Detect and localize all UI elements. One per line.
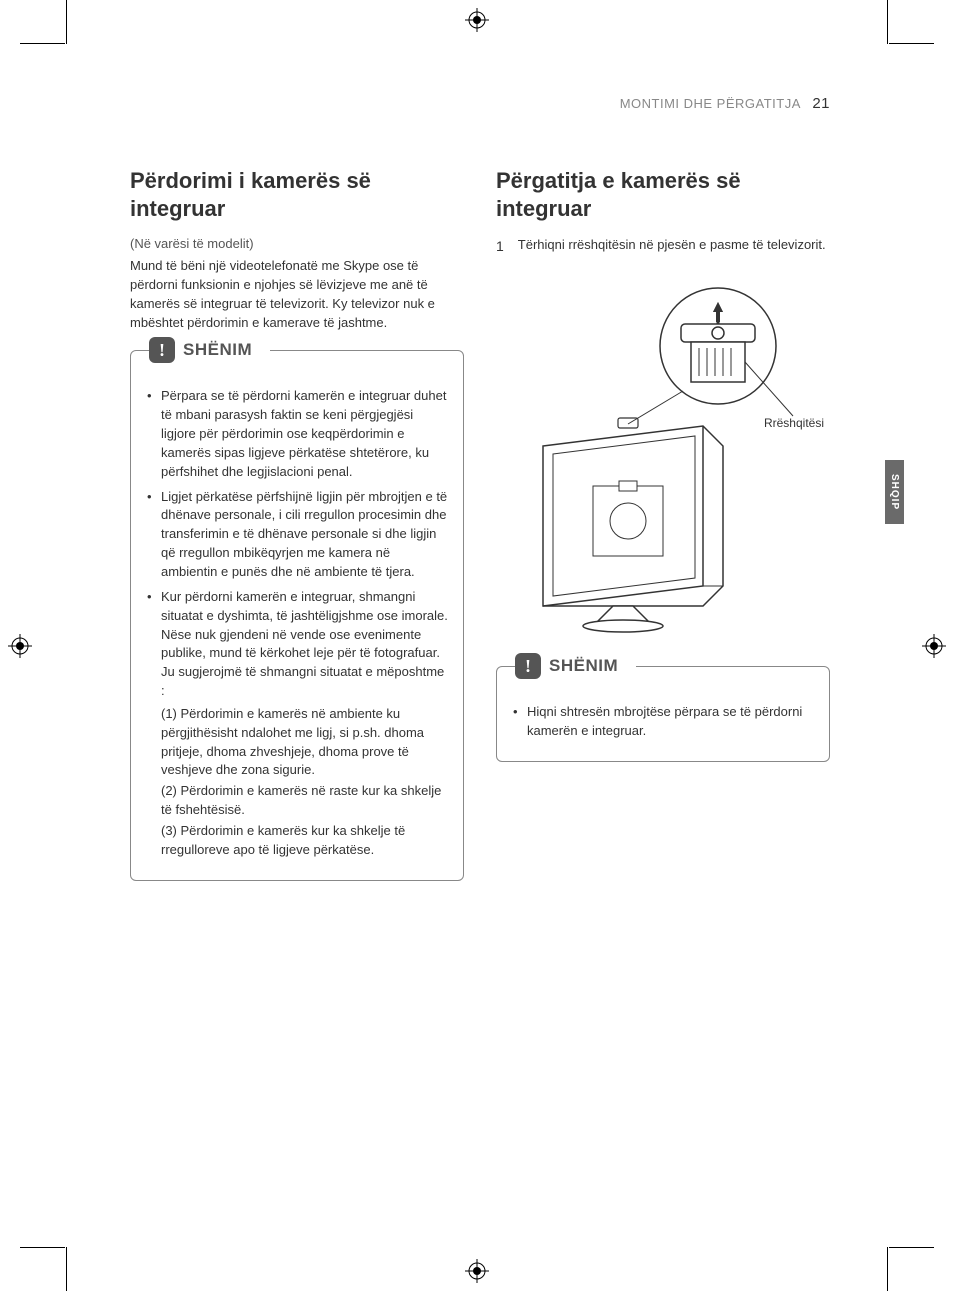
note-title: SHËNIM — [549, 654, 628, 679]
diagram-slider-label: Rrëshqitësi — [764, 416, 824, 430]
note-bullet: Ligjet përkatëse përfshijnë ligjin për m… — [145, 488, 449, 582]
step-text: Tërhiqni rrëshqitësin në pjesën e pasme … — [518, 236, 826, 256]
crop-mark — [66, 1247, 67, 1291]
crop-mark — [887, 0, 888, 44]
note-subitem: (2) Përdorimin e kamerës në raste kur ka… — [161, 782, 449, 820]
note-box-left: ! SHËNIM Përpara se të përdorni kamerën … — [130, 350, 464, 880]
note-title: SHËNIM — [183, 338, 262, 363]
note-bullet: Kur përdorni kamerën e integruar, shmang… — [145, 588, 449, 860]
model-dependency-note: (Në varësi të modelit) — [130, 236, 464, 251]
registration-mark-icon — [8, 634, 32, 658]
left-intro-paragraph: Mund të bëni një videotelefonatë me Skyp… — [130, 257, 464, 332]
page-number: 21 — [812, 95, 830, 112]
crop-mark — [66, 0, 67, 44]
registration-mark-icon — [465, 1259, 489, 1283]
step-1: 1 Tërhiqni rrëshqitësin në pjesën e pasm… — [496, 236, 830, 256]
note-subitem: (1) Përdorimin e kamerës në ambiente ku … — [161, 705, 449, 780]
registration-mark-icon — [922, 634, 946, 658]
crop-mark — [889, 1247, 934, 1248]
running-header: MONTIMI DHE PËRGATITJA 21 — [130, 95, 830, 112]
note-bullet: Përpara se të përdorni kamerën e integru… — [145, 387, 449, 481]
right-heading: Përgatitja e kamerës së integruar — [496, 167, 830, 222]
crop-mark — [889, 43, 934, 44]
note-icon: ! — [515, 653, 541, 679]
step-number: 1 — [496, 236, 504, 256]
section-name: MONTIMI DHE PËRGATITJA — [620, 96, 801, 111]
page-content: MONTIMI DHE PËRGATITJA 21 Përdorimi i ka… — [130, 95, 830, 881]
note-icon: ! — [149, 337, 175, 363]
crop-mark — [887, 1247, 888, 1291]
diagram-svg — [513, 276, 813, 636]
note-box-right: ! SHËNIM Hiqni shtresën mbrojtëse përpar… — [496, 666, 830, 762]
crop-mark — [20, 1247, 65, 1248]
right-column: Përgatitja e kamerës së integruar 1 Tërh… — [496, 167, 830, 881]
left-heading: Përdorimi i kamerës së integruar — [130, 167, 464, 222]
note-bullet: Hiqni shtresën mbrojtëse përpara se të p… — [511, 703, 815, 741]
note-subitem: (3) Përdorimin e kamerës kur ka shkelje … — [161, 822, 449, 860]
note-bullet-text: Kur përdorni kamerën e integruar, shmang… — [161, 589, 448, 698]
tv-camera-diagram: Rrëshqitësi — [496, 276, 830, 636]
crop-mark — [20, 43, 65, 44]
registration-mark-icon — [465, 8, 489, 32]
left-column: Përdorimi i kamerës së integruar (Në var… — [130, 167, 464, 881]
language-tab: SHQIP — [885, 460, 904, 524]
